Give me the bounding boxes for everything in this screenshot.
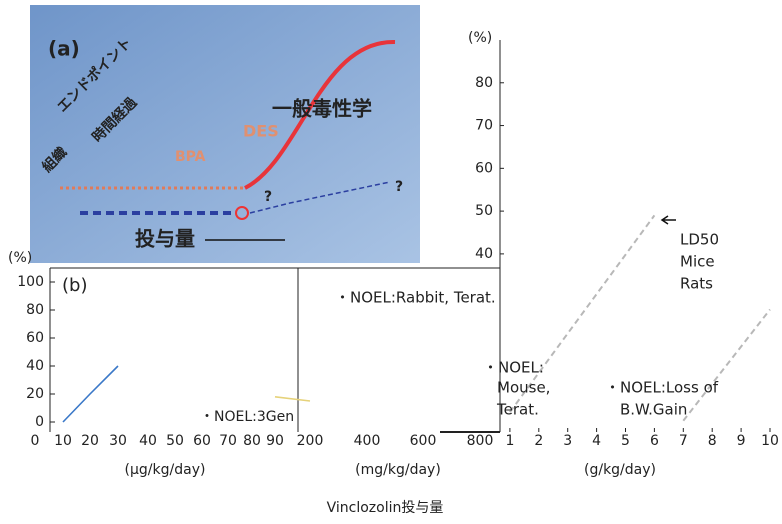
x-tick-label: 40 — [139, 433, 157, 449]
annotation: Mice — [680, 253, 715, 271]
x-tick-label: 800 — [467, 433, 494, 449]
x-tick-label: 10 — [54, 433, 72, 449]
y-axis-label: (%) — [8, 250, 32, 266]
x-tick-label: 6 — [650, 433, 659, 449]
panel-label: (b) — [62, 275, 87, 296]
arrow — [660, 215, 676, 225]
x-tick-label: 90 — [266, 433, 284, 449]
des-curve — [244, 39, 396, 190]
label: BPA — [175, 149, 206, 165]
x-tick-label: 600 — [410, 433, 437, 449]
label: 投与量 — [135, 227, 195, 251]
x-tick-label: 8 — [708, 433, 717, 449]
y-tick-label: 80 — [475, 75, 493, 91]
annotation: Rats — [680, 275, 713, 293]
x-tick-label: 4 — [592, 433, 601, 449]
x-unit: (μg/kg/day) — [125, 462, 206, 478]
annotation: Terat. — [496, 401, 539, 419]
series-line — [274, 396, 311, 402]
y-tick-label: 40 — [475, 246, 493, 262]
x-unit: (mg/kg/day) — [355, 462, 441, 478]
annotation: ・NOEL:Loss of — [605, 379, 719, 397]
x-tick-label: 3 — [563, 433, 572, 449]
x-tick-label: 5 — [621, 433, 630, 449]
charts: 0 20 40 60 80 100 (%) (b) 0 10 20 30 40 50 60 70 80 90 200… — [8, 30, 779, 516]
x-tick-label: 60 — [193, 433, 211, 449]
series-line — [509, 214, 656, 413]
x-tick-label: 2 — [534, 433, 543, 449]
y-tick-label: 60 — [475, 160, 493, 176]
series-line — [682, 308, 771, 422]
annotation: ・NOEL:Rabbit, Terat. — [335, 289, 496, 307]
x-tick-label: 0 — [31, 433, 40, 449]
label: DES — [243, 122, 279, 141]
x-tick-label: 20 — [81, 433, 99, 449]
x-tick-label: 10 — [761, 433, 779, 449]
panel-label: (a) — [48, 37, 80, 61]
annotation: LD50 — [680, 231, 719, 249]
annotation: ・NOEL:3Gen — [200, 409, 294, 425]
x-axis-label: Vinclozolin投与量 — [327, 500, 444, 516]
annotation: B.W.Gain — [620, 401, 687, 419]
y-tick-label: 70 — [475, 118, 493, 134]
label: ? — [395, 179, 403, 195]
y-tick-label: 50 — [475, 203, 493, 219]
x-tick-label: 80 — [243, 433, 261, 449]
y-tick-label: 80 — [26, 302, 44, 318]
y-tick-label: 20 — [26, 386, 44, 402]
annotation: Mouse, — [497, 379, 550, 397]
star — [235, 206, 249, 220]
x-axis-label: (g/kg/day) — [584, 462, 656, 478]
x-tick-label: 400 — [354, 433, 381, 449]
y-axis-label: (%) — [468, 30, 492, 46]
y-tick-label: 60 — [26, 330, 44, 346]
label: ? — [264, 189, 272, 205]
annotation: ・NOEL: — [483, 359, 544, 377]
panel-a: (a) エンドポイント 時間経過 組織 BPA DES 一般毒性学 投与量 ? … — [30, 5, 420, 263]
y-tick-label: 40 — [26, 358, 44, 374]
panel-a-bg — [30, 5, 420, 263]
x-tick-label: 1 — [505, 433, 514, 449]
x-tick-label: 50 — [166, 433, 184, 449]
x-tick-label: 200 — [297, 433, 324, 449]
dose-branch — [249, 181, 391, 214]
x-tick-label: 30 — [109, 433, 127, 449]
x-tick-label: 70 — [219, 433, 237, 449]
y-tick-label: 0 — [35, 414, 44, 430]
y-tick-label: 100 — [17, 274, 44, 290]
label: 一般毒性学 — [272, 97, 372, 121]
x-tick-label: 9 — [737, 433, 746, 449]
x-tick-label: 7 — [679, 433, 688, 449]
